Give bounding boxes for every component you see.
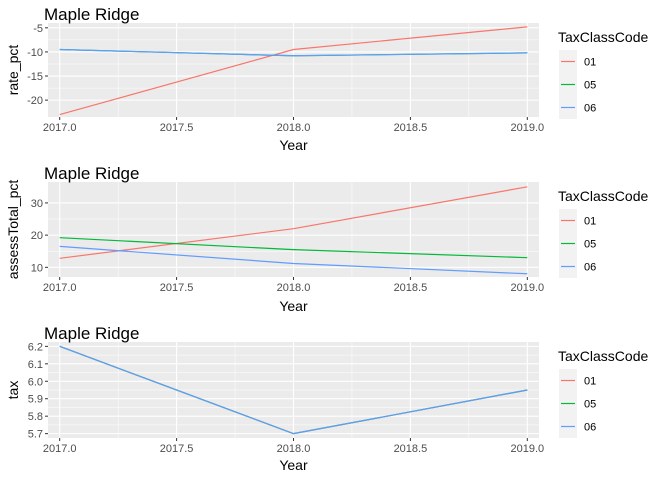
series-line-06 <box>59 345 528 435</box>
chart-title: Maple Ridge <box>44 324 139 343</box>
chart-title: Maple Ridge <box>44 5 139 24</box>
legend-label: 06 <box>584 262 596 274</box>
y-tick-label: -15 <box>27 71 43 83</box>
chart-panel-2: 2017.0 2017.5 2018.0 2018.5 2019.0 10 20 30 Mapl… <box>5 164 648 314</box>
y-tick-label: 5.7 <box>28 429 43 441</box>
legend-label: 06 <box>584 103 596 115</box>
y-tick-label: -5 <box>33 23 43 35</box>
x-tick-label: 2017.0 <box>43 282 77 294</box>
series-line-01 <box>59 186 528 259</box>
x-tick-label: 2018.5 <box>394 122 428 134</box>
y-tick-label: 30 <box>31 198 43 210</box>
y-tick-label: 5.8 <box>28 411 43 423</box>
x-tick-label: 2017.5 <box>160 443 194 455</box>
series-line-05 <box>59 237 528 259</box>
y-tick-label: 6.0 <box>28 376 43 388</box>
y-axis-title: rate_pct <box>5 45 21 96</box>
x-tick-label: 2019.0 <box>510 282 544 294</box>
y-tick-label: 6.2 <box>28 341 43 353</box>
y-tick-label: 6.1 <box>28 359 43 371</box>
legend: TaxClassCode 01 05 06 <box>558 188 648 278</box>
chart-panel-3: 2017.0 2017.5 2018.0 2018.5 2019.0 5.7 5.8 5.9 6… <box>5 324 648 473</box>
legend: TaxClassCode 01 05 06 <box>558 29 648 119</box>
x-tick-label: 2018.5 <box>394 443 428 455</box>
x-tick-label: 2019.0 <box>510 122 544 134</box>
x-tick-label: 2017.0 <box>43 122 77 134</box>
y-tick-label: 10 <box>31 262 43 274</box>
legend: TaxClassCode 01 05 06 <box>558 348 648 438</box>
x-tick-label: 2018.5 <box>394 282 428 294</box>
y-axis-title: assessTotal_pct <box>5 180 21 280</box>
y-tick-label: 20 <box>31 230 43 242</box>
y-tick-label: 5.9 <box>28 394 43 406</box>
series-line-01 <box>59 26 528 116</box>
chart-panel-1: 2017.0 2017.5 2018.0 2018.5 2019.0 -20 -15 -10 -… <box>5 5 648 153</box>
x-tick-label: 2017.0 <box>43 443 77 455</box>
x-tick-label: 2018.0 <box>277 443 311 455</box>
x-axis-title: Year <box>279 137 308 153</box>
x-tick-label: 2019.0 <box>510 443 544 455</box>
legend-label: 05 <box>584 80 596 92</box>
x-tick-label: 2017.5 <box>160 282 194 294</box>
series-line-06 <box>59 48 528 57</box>
legend-title: TaxClassCode <box>558 348 648 364</box>
legend-label: 05 <box>584 239 596 251</box>
legend-label: 05 <box>584 399 596 411</box>
x-tick-label: 2018.0 <box>277 282 311 294</box>
legend-title: TaxClassCode <box>558 188 648 204</box>
series-line-06 <box>59 245 528 275</box>
chart-title: Maple Ridge <box>44 164 139 183</box>
x-axis-title: Year <box>279 298 308 314</box>
legend-label: 01 <box>584 376 596 388</box>
x-tick-label: 2018.0 <box>277 122 311 134</box>
y-tick-label: -10 <box>27 47 43 59</box>
y-tick-label: -20 <box>27 95 43 107</box>
legend-title: TaxClassCode <box>558 29 648 45</box>
y-axis-title: tax <box>5 381 21 400</box>
legend-label: 06 <box>584 422 596 434</box>
legend-label: 01 <box>584 57 596 69</box>
legend-label: 01 <box>584 216 596 228</box>
x-axis-title: Year <box>279 457 308 473</box>
x-tick-label: 2017.5 <box>160 122 194 134</box>
